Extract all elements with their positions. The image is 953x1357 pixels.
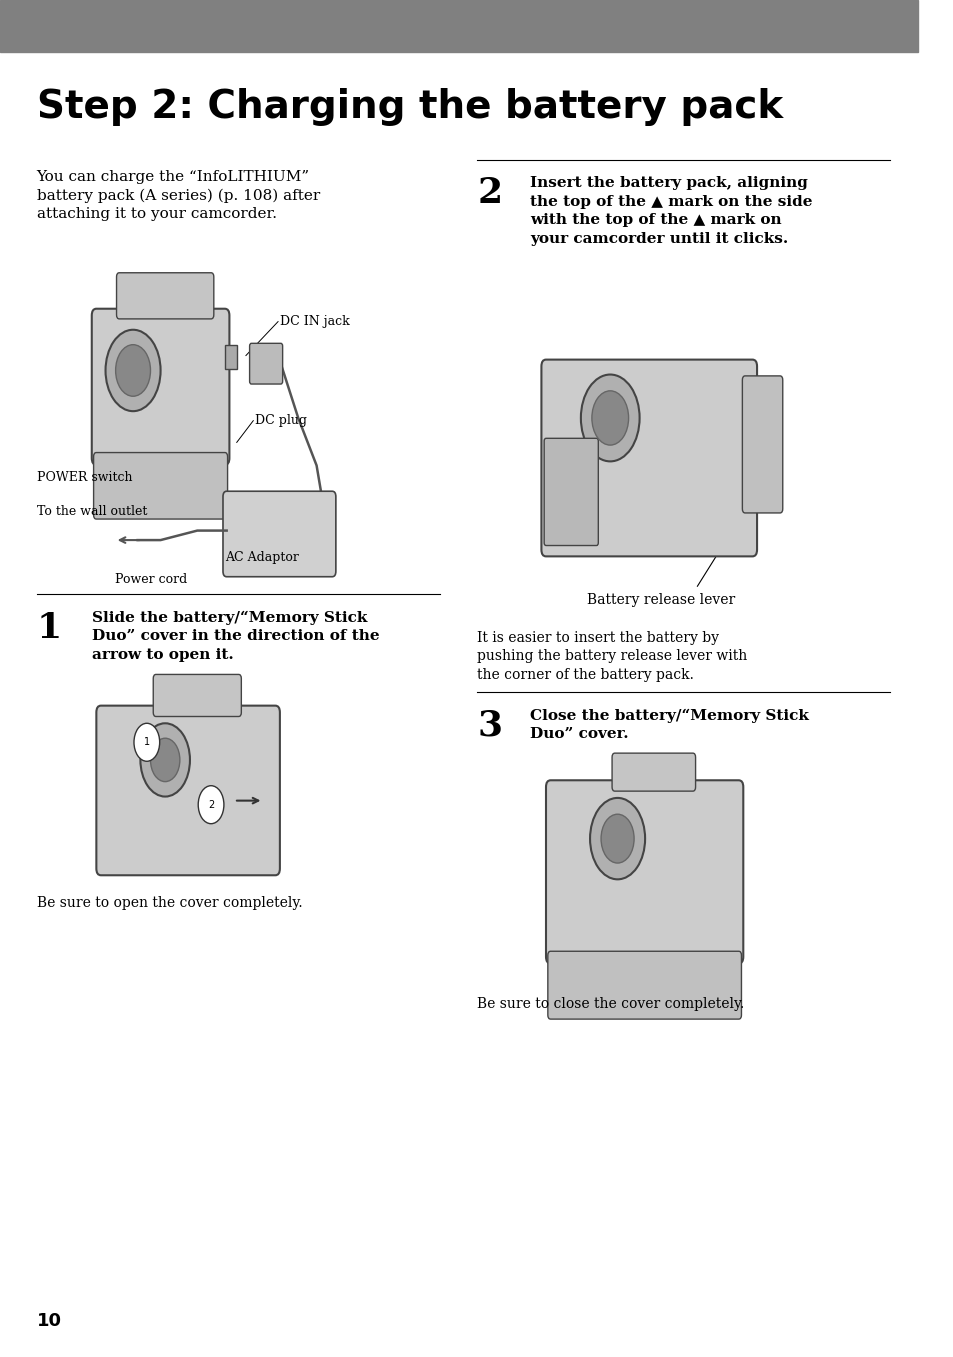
FancyBboxPatch shape (545, 780, 742, 963)
Text: Be sure to close the cover completely.: Be sure to close the cover completely. (476, 997, 743, 1011)
Bar (225, 345, 236, 369)
Text: 10: 10 (36, 1312, 62, 1330)
Text: 1: 1 (144, 737, 150, 748)
Circle shape (151, 738, 180, 782)
Text: 3: 3 (476, 708, 502, 742)
Text: Slide the battery/“Memory Stick
Duo” cover in the direction of the
arrow to open: Slide the battery/“Memory Stick Duo” cov… (91, 611, 379, 662)
Circle shape (580, 375, 639, 461)
FancyBboxPatch shape (153, 674, 241, 716)
FancyBboxPatch shape (93, 453, 228, 520)
Text: POWER switch: POWER switch (36, 471, 132, 484)
Text: It is easier to insert the battery by
pushing the battery release lever with
the: It is easier to insert the battery by pu… (476, 631, 746, 681)
Text: Step 2: Charging the battery pack: Step 2: Charging the battery pack (36, 88, 782, 126)
Circle shape (106, 330, 160, 411)
Text: You can charge the “InfoLITHIUM”
battery pack (A series) (p. 108) after
attachin: You can charge the “InfoLITHIUM” battery… (36, 170, 319, 221)
FancyBboxPatch shape (543, 438, 598, 546)
Text: Be sure to open the cover completely.: Be sure to open the cover completely. (36, 896, 302, 909)
Text: Insert the battery pack, aligning
the top of the ▲ mark on the side
with the top: Insert the battery pack, aligning the to… (530, 176, 812, 246)
Text: 2: 2 (208, 799, 214, 810)
FancyBboxPatch shape (741, 376, 781, 513)
FancyBboxPatch shape (96, 706, 279, 875)
Text: 1: 1 (36, 611, 62, 645)
FancyBboxPatch shape (250, 343, 282, 384)
FancyBboxPatch shape (116, 273, 213, 319)
FancyBboxPatch shape (223, 491, 335, 577)
Text: Power cord: Power cord (114, 573, 187, 586)
Text: Battery release lever: Battery release lever (586, 593, 734, 607)
Circle shape (198, 786, 224, 824)
Circle shape (591, 391, 628, 445)
Text: To the wall outlet: To the wall outlet (36, 505, 147, 518)
Text: DC plug: DC plug (254, 414, 307, 427)
Text: DC IN jack: DC IN jack (279, 315, 349, 328)
Circle shape (590, 798, 644, 879)
Circle shape (600, 814, 634, 863)
Text: AC Adaptor: AC Adaptor (225, 551, 298, 565)
FancyBboxPatch shape (541, 360, 757, 556)
Circle shape (133, 723, 159, 761)
Circle shape (140, 723, 190, 797)
Text: 2: 2 (476, 176, 502, 210)
Text: Close the battery/“Memory Stick
Duo” cover.: Close the battery/“Memory Stick Duo” cov… (530, 708, 808, 741)
FancyBboxPatch shape (612, 753, 695, 791)
FancyBboxPatch shape (91, 309, 229, 465)
Bar (0, 0, 917, 52)
Circle shape (115, 345, 151, 396)
FancyBboxPatch shape (547, 951, 740, 1019)
